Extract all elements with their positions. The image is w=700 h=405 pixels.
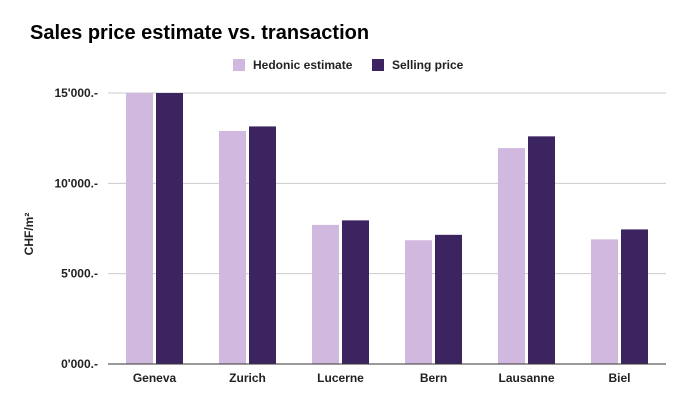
y-tick-label: 0'000.-: [61, 357, 98, 371]
grid: [108, 92, 666, 275]
bar-bern-hedonic-estimate: [405, 240, 432, 364]
bar-zurich-selling-price: [249, 126, 276, 364]
x-axis-ticks: Geneva Zurich Lucerne Bern Lausanne Biel: [133, 371, 631, 385]
bar-bern-selling-price: [435, 234, 462, 364]
legend-swatch-selling-price: [372, 59, 384, 71]
bar-lausanne-hedonic-estimate: [498, 148, 525, 364]
bar-lausanne-selling-price: [528, 136, 555, 364]
y-axis-ticks: 0'000.- 5'000.- 10'000.- 15'000.-: [54, 86, 98, 371]
x-tick-label: Biel: [608, 371, 630, 385]
bar-zurich-hedonic-estimate: [219, 130, 246, 364]
bars: [126, 93, 648, 364]
x-tick-label: Lucerne: [317, 371, 364, 385]
legend-label-selling-price: Selling price: [392, 58, 464, 72]
legend-label-hedonic-estimate: Hedonic estimate: [253, 58, 353, 72]
y-tick-label: 10'000.-: [54, 176, 98, 190]
legend: Hedonic estimate Selling price: [233, 58, 464, 72]
bar-geneva-selling-price: [156, 93, 183, 364]
x-tick-label: Lausanne: [498, 371, 554, 385]
y-axis-label: CHF/m²: [22, 213, 36, 256]
bar-geneva-hedonic-estimate: [126, 93, 153, 364]
legend-swatch-hedonic-estimate: [233, 59, 245, 71]
y-tick-label: 5'000.-: [61, 267, 98, 281]
x-tick-label: Zurich: [229, 371, 266, 385]
bar-lucerne-hedonic-estimate: [312, 224, 339, 364]
chart-title: Sales price estimate vs. transaction: [30, 22, 369, 44]
bar-lucerne-selling-price: [342, 220, 369, 364]
y-tick-label: 15'000.-: [54, 86, 98, 100]
bar-biel-selling-price: [621, 229, 648, 364]
x-tick-label: Bern: [420, 371, 447, 385]
bar-biel-hedonic-estimate: [591, 239, 618, 364]
x-tick-label: Geneva: [133, 371, 177, 385]
